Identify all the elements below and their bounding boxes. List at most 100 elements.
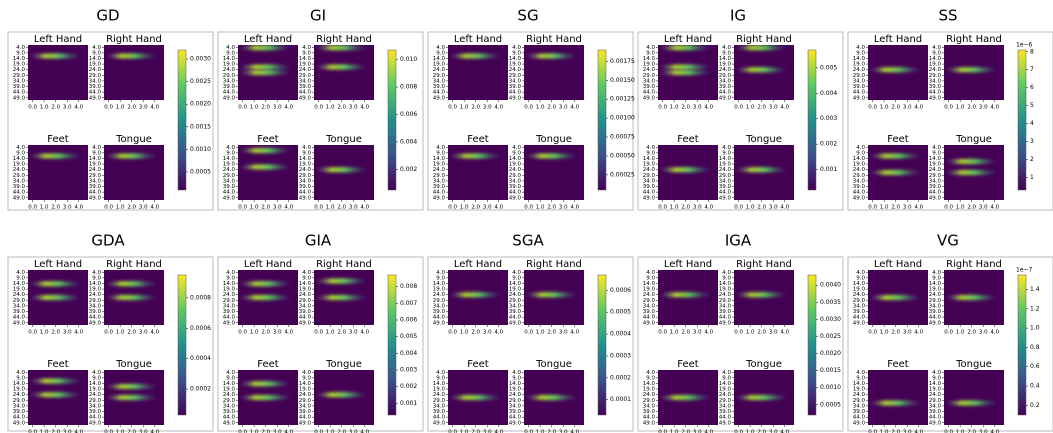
panel-title: GIA	[305, 232, 332, 250]
x-tick-label: 4.0	[494, 205, 503, 211]
y-tick-label: 19.0	[89, 387, 102, 393]
x-tick-label: 1.0	[40, 205, 49, 211]
y-tick-label: 44.0	[853, 90, 866, 96]
subplot-title: Right Hand	[526, 259, 582, 270]
y-tick-label: 4.0	[16, 45, 25, 51]
y-tick-label: 34.0	[929, 303, 942, 309]
y-tick-label: 49.0	[509, 320, 522, 326]
y-tick-label: 34.0	[719, 78, 732, 84]
y-tick-label: 14.0	[643, 56, 656, 62]
y-tick-label: 34.0	[929, 78, 942, 84]
y-tick-label: 39.0	[643, 84, 656, 90]
heatmap-bands	[105, 53, 157, 59]
y-tick-label: 9.0	[226, 275, 235, 281]
colorbar-tick-label: 0.00125	[610, 96, 635, 103]
heatmap: 4.09.014.019.024.029.034.039.044.049.00.…	[89, 270, 164, 336]
heatmap-bands	[105, 281, 157, 301]
x-tick-label: 0.0	[448, 430, 457, 433]
x-tick-label: 0.0	[28, 105, 37, 111]
y-tick-label: 4.0	[16, 145, 25, 151]
x-tick-label: 3.0	[139, 430, 148, 433]
y-tick-label: 44.0	[223, 315, 236, 321]
y-tick-label: 29.0	[929, 73, 942, 79]
y-tick-label: 24.0	[643, 292, 656, 298]
colorbar	[177, 49, 187, 191]
heatmap-bg	[734, 45, 794, 100]
y-tick-label: 34.0	[719, 403, 732, 409]
y-tick-label: 34.0	[89, 403, 102, 409]
x-tick-label: 3.0	[483, 205, 492, 211]
y-tick-label: 44.0	[853, 190, 866, 196]
y-tick-label: 9.0	[646, 150, 655, 156]
colorbar-tick-label: 2	[1030, 156, 1034, 163]
y-tick-label: 24.0	[509, 167, 522, 173]
y-tick-label: 9.0	[302, 50, 311, 56]
x-tick-label: 1.0	[670, 430, 679, 433]
y-tick-label: 14.0	[643, 281, 656, 287]
x-tick-label: 2.0	[757, 330, 766, 336]
heatmap-band	[659, 167, 711, 173]
x-tick-label: 1.0	[536, 105, 545, 111]
heatmap-band	[735, 394, 787, 401]
x-tick-label: 0.0	[238, 105, 247, 111]
y-tick-label: 4.0	[302, 270, 311, 276]
x-tick-label: 3.0	[769, 430, 778, 433]
y-tick-label: 34.0	[223, 303, 236, 309]
y-tick-label: 14.0	[719, 281, 732, 287]
y-tick-label: 29.0	[643, 73, 656, 79]
y-tick-label: 9.0	[226, 375, 235, 381]
x-tick-label: 4.0	[284, 330, 293, 336]
y-tick-label: 34.0	[13, 178, 26, 184]
y-tick-label: 9.0	[92, 50, 101, 56]
heatmap-band	[659, 64, 711, 70]
subplot-title: Tongue	[325, 359, 362, 370]
colorbar-tick-label: 0.0035	[820, 299, 841, 306]
x-tick-label: 1.0	[250, 430, 259, 433]
y-tick-label: 9.0	[646, 375, 655, 381]
heatmap-bg	[658, 270, 718, 325]
y-tick-label: 44.0	[929, 415, 942, 421]
y-tick-label: 9.0	[302, 275, 311, 281]
subplot-title: Tongue	[745, 359, 782, 370]
y-tick-label: 39.0	[223, 84, 236, 90]
colorbar-tick-label: 0.0025	[820, 333, 841, 340]
heatmap-band	[105, 394, 157, 401]
y-tick-label: 29.0	[929, 298, 942, 304]
heatmap-band	[239, 147, 291, 154]
colorbar-tick-label: 1.0	[1030, 325, 1040, 332]
y-tick-label: 44.0	[433, 415, 446, 421]
heatmap-band	[945, 294, 997, 301]
x-tick-label: 2.0	[757, 105, 766, 111]
y-tick-label: 24.0	[433, 392, 446, 398]
y-tick-label: 29.0	[929, 173, 942, 179]
y-tick-label: 44.0	[433, 90, 446, 96]
y-tick-label: 39.0	[509, 84, 522, 90]
heatmap: 4.09.014.019.024.029.034.039.044.049.00.…	[223, 145, 298, 211]
y-tick-label: 39.0	[853, 309, 866, 315]
heatmap-band	[945, 67, 997, 73]
x-tick-label: 2.0	[51, 205, 60, 211]
y-tick-label: 39.0	[719, 84, 732, 90]
heatmap-band	[239, 64, 291, 70]
heatmap-bg	[734, 270, 794, 325]
y-tick-label: 9.0	[436, 375, 445, 381]
heatmap-bands	[525, 292, 577, 298]
x-tick-label: 0.0	[734, 330, 743, 336]
y-tick-label: 49.0	[719, 195, 732, 201]
colorbar-tick-label: 0.003	[400, 367, 417, 374]
x-tick-label: 3.0	[273, 430, 282, 433]
y-tick-label: 44.0	[433, 315, 446, 321]
colorbar-tick-label: 0.0030	[820, 316, 841, 323]
heatmap: 4.09.014.019.024.029.034.039.044.049.00.…	[853, 370, 928, 433]
y-tick-label: 19.0	[299, 62, 312, 68]
y-tick-label: 34.0	[13, 303, 26, 309]
y-tick-label: 14.0	[929, 156, 942, 162]
y-tick-label: 4.0	[92, 370, 101, 376]
subplot-title: Feet	[887, 359, 909, 370]
y-tick-label: 34.0	[433, 303, 446, 309]
x-tick-label: 2.0	[337, 205, 346, 211]
heatmap-bands	[449, 153, 501, 159]
heatmap: 4.09.014.019.024.029.034.039.044.049.00.…	[223, 370, 298, 433]
x-tick-label: 4.0	[360, 205, 369, 211]
heatmap-bands	[525, 394, 577, 401]
